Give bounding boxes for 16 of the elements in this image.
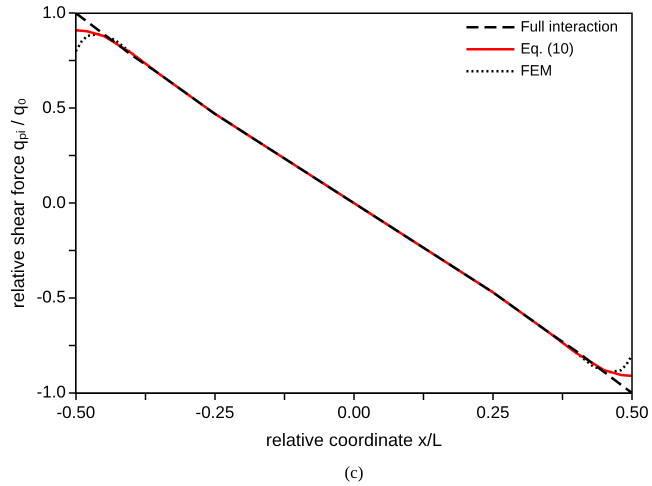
x-tick-label: -0.25	[196, 402, 234, 422]
legend-label: Full interaction	[520, 18, 618, 36]
y-tick-label: 0.5	[42, 98, 66, 117]
x-tick-label: 0.50	[615, 402, 649, 422]
text: (c)	[344, 462, 364, 482]
y-tick-label: -1.0	[36, 382, 66, 402]
y-tick-label: 1.0	[42, 2, 66, 22]
x-axis-title: relative coordinate x/L	[266, 430, 442, 450]
x-tick-label: 0.00	[337, 402, 370, 422]
x-tick-label: -0.50	[56, 402, 96, 422]
x-tick-label: 0.25	[476, 402, 510, 422]
y-tick-label: -0.5	[36, 288, 66, 307]
y-axis-title: relative shear force qₚᵢ / q₀	[8, 98, 29, 308]
legend-label: Eq. (10)	[520, 40, 574, 58]
y-tick-label: 0.0	[42, 192, 66, 212]
legend-label: FEM	[520, 62, 552, 80]
